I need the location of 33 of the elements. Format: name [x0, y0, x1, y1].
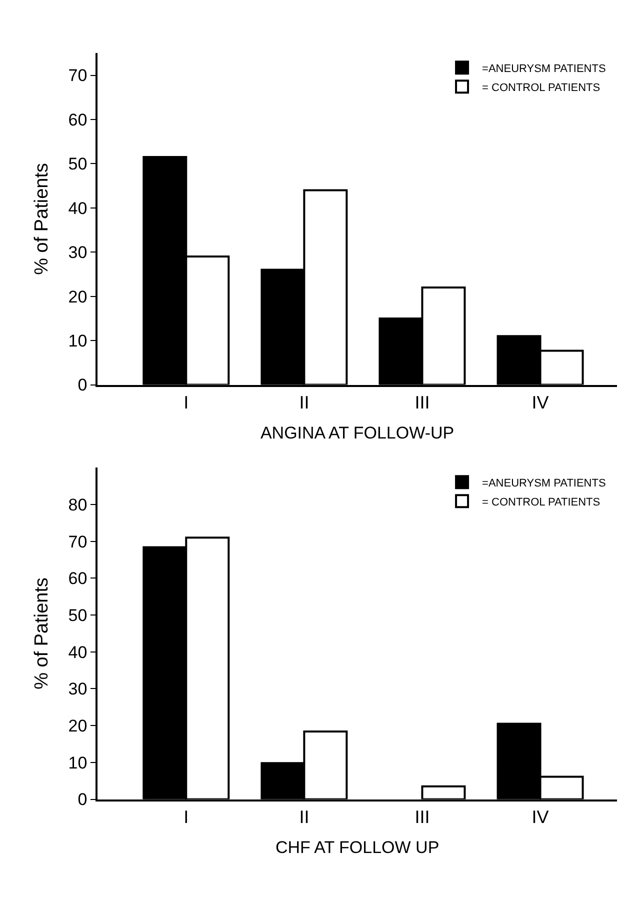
x-tick-label: II: [299, 806, 310, 827]
x-axis-title: CHF AT FOLLOW UP: [275, 838, 440, 857]
x-tick-label: III: [414, 392, 430, 412]
legend-label: = CONTROL PATIENTS: [482, 82, 600, 94]
y-tick-label: 50: [68, 154, 88, 174]
y-tick-label: 60: [68, 569, 88, 588]
legend-label: =ANEURYSM PATIENTS: [482, 62, 606, 75]
legend-label: = CONTROL PATIENTS: [482, 496, 600, 508]
y-tick-label: 20: [68, 716, 88, 736]
x-tick-label: I: [184, 392, 189, 412]
y-axis-title: % of Patients: [32, 162, 53, 275]
x-tick-label: IV: [532, 392, 549, 412]
x-axis-title: ANGINA AT FOLLOW-UP: [260, 423, 454, 442]
y-axis-title: % of Patients: [32, 577, 53, 690]
y-tick-label: 10: [68, 332, 88, 350]
y-tick-label: 0: [78, 376, 88, 395]
legend-label: =ANEURYSM PATIENTS: [482, 477, 606, 490]
y-tick-label: 10: [68, 753, 88, 772]
y-tick-label: 40: [68, 642, 88, 662]
y-tick-label: 0: [78, 790, 88, 810]
x-tick-label: II: [299, 392, 310, 412]
y-tick-label: 40: [68, 198, 88, 218]
y-tick-label: 30: [68, 243, 88, 262]
x-tick-label: III: [414, 806, 430, 827]
y-tick-label: 70: [68, 66, 88, 86]
y-tick-label: 70: [68, 532, 88, 552]
x-tick-label: IV: [532, 806, 549, 827]
x-tick-label: I: [184, 806, 189, 827]
y-tick-label: 50: [68, 606, 88, 625]
y-tick-label: 60: [68, 110, 88, 130]
y-tick-label: 80: [68, 495, 88, 514]
y-tick-label: 30: [68, 680, 88, 699]
y-tick-label: 20: [68, 287, 88, 306]
